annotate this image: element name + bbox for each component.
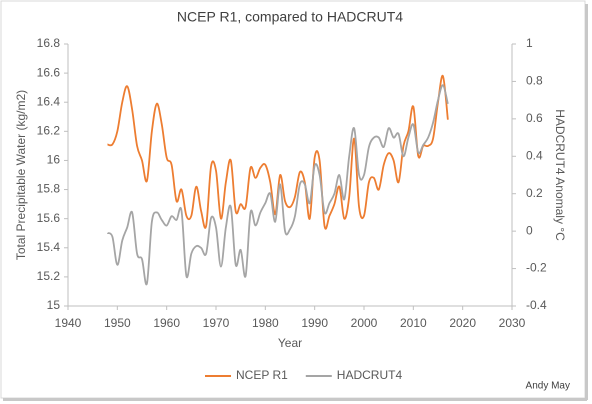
y-tick-label: 15.2 <box>37 269 61 283</box>
x-axis-label: Year <box>278 336 302 350</box>
x-tick-label: 2030 <box>499 316 526 330</box>
y2-tick-label: 0 <box>526 223 533 237</box>
y2-tick-label: 0.4 <box>526 148 543 162</box>
y-axis-label: Total Precipitable Water (kg/m2) <box>14 90 28 260</box>
x-tick-label: 1980 <box>252 316 279 330</box>
y-tick-label: 16.2 <box>37 124 61 138</box>
y-tick-label: 15.6 <box>37 211 61 225</box>
x-tick-label: 1940 <box>55 316 82 330</box>
legend-label: HADCRUT4 <box>337 368 403 382</box>
chart-title: NCEP R1, compared to HADCRUT4 <box>177 9 403 25</box>
y2-axis-label: HADCRUT4 Anomaly °C <box>553 109 567 241</box>
x-tick-label: 1990 <box>301 316 328 330</box>
annotation: Andy May <box>526 381 570 392</box>
y2-tick-label: 1 <box>526 36 533 50</box>
x-tick-label: 1970 <box>203 316 230 330</box>
y-tick-label: 16.6 <box>37 65 61 79</box>
y2-tick-label: -0.2 <box>526 261 547 275</box>
y2-tick-label: 0.8 <box>526 74 543 88</box>
y-tick-label: 15 <box>47 298 61 312</box>
y-tick-label: 16 <box>47 153 61 167</box>
y-tick-label: 15.8 <box>37 182 61 196</box>
chart-frame <box>0 0 586 399</box>
legend-label: NCEP R1 <box>236 368 288 382</box>
x-tick-label: 1960 <box>153 316 180 330</box>
y2-tick-label: 0.6 <box>526 111 543 125</box>
y2-tick-label: -0.4 <box>526 298 547 312</box>
y-tick-label: 15.4 <box>37 240 61 254</box>
x-tick-label: 1950 <box>104 316 131 330</box>
x-tick-label: 2020 <box>449 316 476 330</box>
x-tick-label: 2000 <box>351 316 378 330</box>
series-line <box>106 84 449 286</box>
y2-tick-label: 0.2 <box>526 186 543 200</box>
x-tick-label: 2010 <box>400 316 427 330</box>
y-tick-label: 16.8 <box>37 36 61 50</box>
y-tick-label: 16.4 <box>37 94 61 108</box>
